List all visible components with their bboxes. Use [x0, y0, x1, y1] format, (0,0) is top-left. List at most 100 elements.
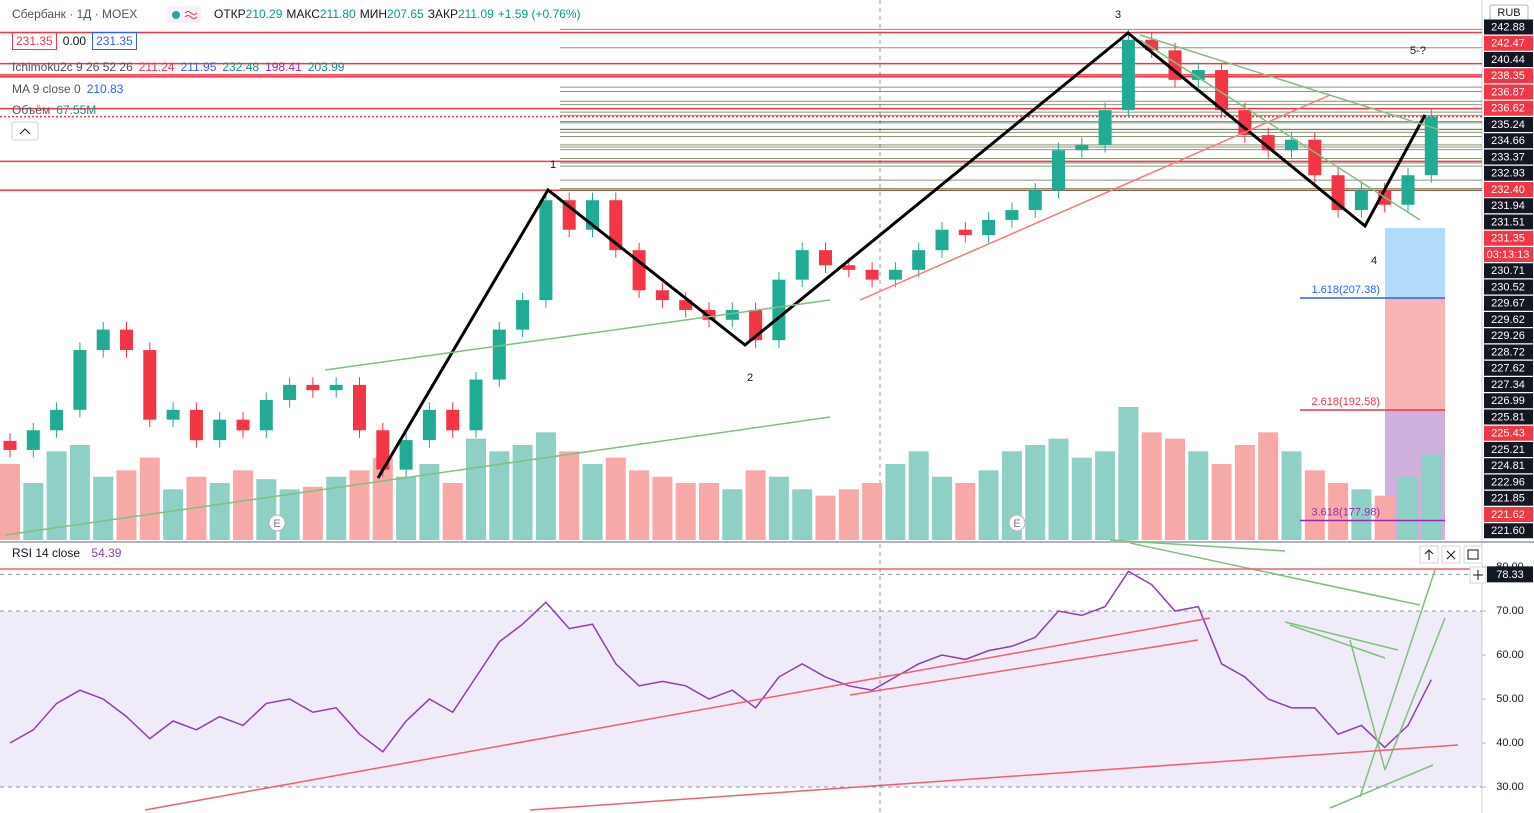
price-label: 229.67 [1491, 298, 1525, 310]
position-zone [1385, 298, 1445, 410]
volume-bar [46, 451, 67, 540]
crosshair-label-box [1487, 566, 1533, 583]
indicator-value: 210.83 [86, 81, 124, 96]
candle-body [189, 409, 203, 441]
price-label: 229.26 [1491, 330, 1525, 342]
maximize-button[interactable] [1463, 545, 1483, 564]
price-label-box [1484, 165, 1533, 181]
price-label-box [1484, 84, 1533, 100]
candle-body [819, 250, 832, 266]
ohlc-value: 207.65 [387, 7, 424, 21]
candle-body [73, 350, 87, 410]
volume-bar [1351, 489, 1372, 540]
price-label-box [1484, 393, 1533, 409]
trend-line [1129, 542, 1421, 606]
collapse-button[interactable] [11, 121, 39, 141]
volume-bar [1141, 432, 1162, 540]
price-label-box [1484, 133, 1533, 149]
volume-bar [1421, 454, 1442, 540]
candle-body [166, 409, 180, 420]
indicator-name: Объём [12, 103, 51, 117]
volume-bar [512, 445, 533, 540]
volume-bar [1188, 451, 1209, 540]
price-label-box [1484, 214, 1533, 230]
event-marker [1008, 514, 1026, 532]
candle-body [3, 440, 17, 450]
candle-body [539, 200, 553, 301]
volume-bar [978, 470, 999, 540]
candle-body [329, 384, 343, 391]
price-label: 224.81 [1491, 460, 1525, 472]
candle-body [283, 384, 297, 400]
price-label: 231.51 [1491, 216, 1525, 228]
fib-label: 2.618(192.58) [1312, 396, 1381, 408]
countdown: 03:13:13 [1487, 249, 1530, 261]
crosshair-label: 78.33 [1496, 569, 1524, 581]
candle-body [679, 300, 693, 310]
price-label: 225.43 [1491, 428, 1525, 440]
pane-buttons[interactable] [1419, 545, 1487, 584]
price-label-box [1484, 458, 1533, 474]
volume-bar [582, 464, 603, 540]
candle-body [1005, 210, 1019, 220]
volume-bar [233, 470, 253, 540]
ask: 231.35 [92, 32, 137, 50]
legend-main: Сбербанк · 1Д · MOEX [12, 7, 139, 21]
trend-line [1349, 639, 1386, 771]
price-label: 225.81 [1491, 411, 1525, 423]
indicator-value: 232.48 [222, 60, 260, 74]
candle-body [725, 309, 739, 320]
fib-label: 3.618(177.98) [1312, 506, 1381, 518]
rsi-legend: RSI 14 close 54.39 [12, 546, 123, 560]
ohlc-label: ОТКР [214, 7, 246, 21]
indicator-value: 211.24 [138, 60, 175, 74]
candle-body [632, 250, 646, 291]
price-label-box [1484, 35, 1533, 51]
header-icons [167, 6, 201, 23]
volume-bar [69, 445, 90, 540]
volume-bar [792, 489, 813, 540]
price-label: 221.60 [1491, 525, 1525, 537]
price-label: 240.44 [1491, 54, 1525, 66]
candle-body [492, 329, 506, 380]
price-label: 236.87 [1491, 86, 1525, 98]
candle-body [609, 200, 623, 251]
candle-body [1308, 139, 1322, 176]
bid: 231.35 [12, 32, 57, 50]
price-label-box [1484, 344, 1533, 360]
wave-label: 3 [1115, 9, 1121, 21]
volume-bar [932, 476, 952, 540]
trend-line [1284, 621, 1399, 651]
price-label: 222.96 [1491, 476, 1525, 488]
price-label: 233.37 [1491, 151, 1525, 163]
volume-bar [559, 451, 580, 540]
ohlc-label: ЗАКР [427, 7, 458, 21]
status-dot [172, 11, 180, 19]
indicator-value: 67.55M [56, 103, 97, 117]
candle-body [213, 419, 227, 441]
price-label: 230.52 [1491, 281, 1525, 293]
price-label-box [1484, 360, 1533, 376]
volume-bar [885, 464, 906, 540]
volume-bar [1258, 432, 1279, 540]
price-label-box [1484, 149, 1533, 165]
price-label: 235.24 [1491, 119, 1525, 131]
price-label: 230.71 [1491, 265, 1525, 277]
trend-line [1139, 39, 1421, 221]
volume-bar [93, 476, 114, 540]
icon [1473, 570, 1483, 580]
candle-body [982, 219, 996, 236]
price-label-box [1484, 312, 1533, 327]
y-tick-label: 50.00 [1496, 693, 1524, 705]
volume-bar [1398, 476, 1418, 540]
quote-boxes: 231.35 0.00 231.35 [12, 32, 139, 50]
ohlc-label: МИН [359, 7, 388, 21]
price-label: 229.62 [1491, 314, 1525, 326]
drawings [0, 31, 1482, 811]
price-label-box [1484, 442, 1533, 457]
candle-body [1075, 144, 1089, 151]
price-label: 231.35 [1491, 233, 1525, 245]
volume-bar [652, 476, 673, 540]
volume-bar [955, 483, 976, 540]
trend-line [1359, 569, 1436, 798]
